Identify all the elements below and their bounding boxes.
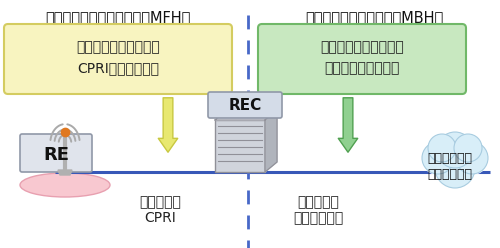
Circle shape bbox=[435, 148, 475, 188]
Text: イーサネットの品質: イーサネットの品質 bbox=[324, 61, 400, 75]
Circle shape bbox=[421, 141, 455, 175]
Circle shape bbox=[434, 147, 476, 189]
Circle shape bbox=[436, 131, 474, 169]
Text: ファイバの反射減衰量: ファイバの反射減衰量 bbox=[76, 40, 160, 54]
Circle shape bbox=[455, 141, 489, 175]
Text: イーサネット: イーサネット bbox=[293, 211, 343, 225]
Circle shape bbox=[427, 133, 457, 163]
Text: 光ファイバ: 光ファイバ bbox=[297, 195, 339, 209]
Text: CPRI: CPRI bbox=[144, 211, 176, 225]
FancyBboxPatch shape bbox=[4, 24, 232, 94]
FancyBboxPatch shape bbox=[258, 24, 466, 94]
Text: モバイルフロントホール（MFH）: モバイルフロントホール（MFH） bbox=[46, 10, 191, 25]
Text: メトロ／コア: メトロ／コア bbox=[428, 152, 472, 164]
Text: RE: RE bbox=[43, 146, 69, 164]
Circle shape bbox=[428, 134, 456, 162]
Polygon shape bbox=[58, 170, 72, 175]
Circle shape bbox=[454, 134, 482, 162]
Text: モバイルバックホール（MBH）: モバイルバックホール（MBH） bbox=[305, 10, 443, 25]
Circle shape bbox=[453, 133, 483, 163]
Text: REC: REC bbox=[228, 98, 262, 114]
Bar bbox=[215, 120, 265, 172]
Ellipse shape bbox=[20, 173, 110, 197]
Text: 光ファイバ: 光ファイバ bbox=[139, 195, 181, 209]
Circle shape bbox=[422, 142, 454, 174]
Circle shape bbox=[437, 132, 473, 168]
Polygon shape bbox=[215, 110, 277, 120]
Text: ネットワーク: ネットワーク bbox=[428, 167, 472, 181]
FancyBboxPatch shape bbox=[208, 92, 282, 118]
Polygon shape bbox=[265, 110, 277, 172]
Text: CPRIデータの品質: CPRIデータの品質 bbox=[77, 61, 159, 75]
Text: ファイバの反射減衰量: ファイバの反射減衰量 bbox=[320, 40, 404, 54]
FancyBboxPatch shape bbox=[20, 134, 92, 172]
Circle shape bbox=[456, 142, 488, 174]
